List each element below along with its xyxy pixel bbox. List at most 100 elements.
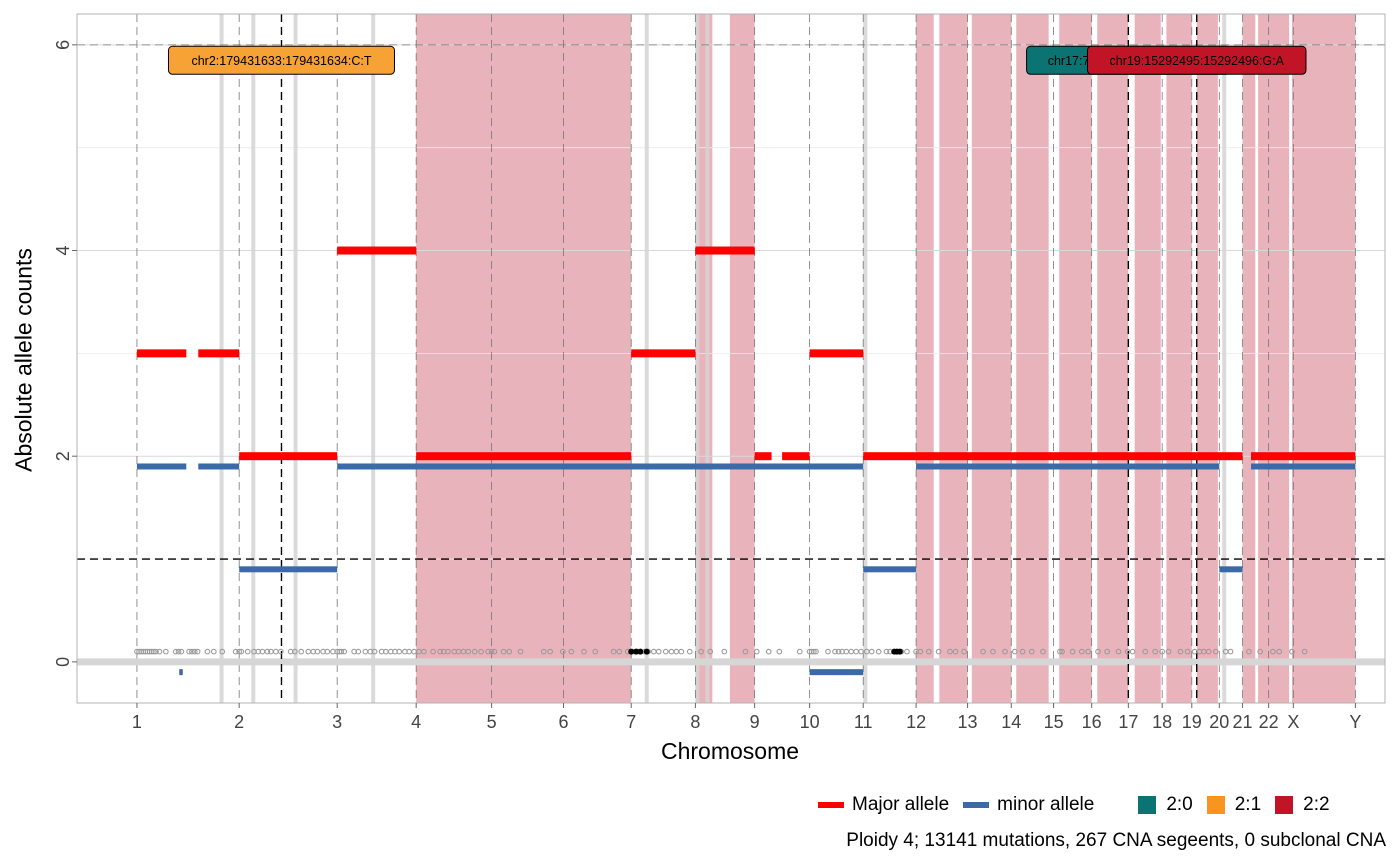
mutation-point — [1019, 648, 1026, 655]
x-tick-label-20: 20 — [1209, 712, 1229, 732]
x-tick-label-16: 16 — [1082, 712, 1102, 732]
mutation-point — [338, 648, 345, 655]
x-tick-label-11: 11 — [854, 712, 873, 732]
mutation-point — [961, 648, 967, 655]
driver-label-2: chr19:15292495:15292496:G:A — [1086, 45, 1307, 75]
mutation-point — [835, 648, 842, 655]
mutation-point — [1104, 648, 1111, 655]
mutation-point — [186, 648, 192, 655]
legend-swatch-minor — [963, 802, 990, 808]
legend-swatch-cn-2-1 — [1206, 796, 1225, 814]
mutation-point — [232, 648, 239, 655]
mutation-point — [853, 648, 860, 655]
x-tick-label-18: 18 — [1152, 712, 1172, 732]
mutation-point — [1085, 648, 1091, 655]
mutation-point — [1142, 648, 1149, 655]
legend-label-major: Major allele — [852, 794, 950, 815]
major-allele-segment-10 — [863, 452, 1243, 461]
mutation-point — [162, 648, 169, 655]
mutation-point — [517, 648, 524, 655]
x-tick-label-12: 12 — [906, 712, 926, 732]
mutation-point — [1040, 648, 1046, 655]
driver-point — [633, 648, 640, 655]
minor-allele-segment-9 — [179, 669, 183, 676]
mutation-point — [371, 648, 378, 655]
mutation-point — [298, 648, 305, 655]
mutation-point — [1205, 648, 1212, 655]
mutation-point — [1165, 648, 1172, 655]
mutation-point — [236, 648, 243, 655]
mutation-point — [1184, 648, 1191, 655]
mutation-point — [272, 648, 279, 655]
shaded-region-11 — [1196, 14, 1218, 703]
shaded-region-3 — [916, 14, 934, 703]
mutation-point — [668, 648, 675, 655]
shaded-region-10 — [1166, 14, 1192, 703]
mutation-point — [305, 648, 312, 655]
mutation-point — [883, 648, 890, 655]
x-tick-label-17: 17 — [1118, 712, 1138, 732]
mutation-point — [568, 648, 575, 655]
major-allele-segment-2 — [239, 452, 338, 461]
mutation-point — [219, 648, 226, 655]
legend-item-minor: minor allele — [963, 794, 1094, 816]
minor-allele-segment-5 — [916, 463, 1220, 470]
major-allele-segment-4 — [416, 452, 632, 461]
mutation-point — [1152, 648, 1158, 655]
x-tick-label-X: X — [1287, 712, 1299, 732]
allele-segments — [136, 246, 1356, 676]
x-axis-title: Chromosome — [660, 738, 800, 764]
major-allele-segment-11 — [1251, 452, 1356, 461]
mutation-point — [655, 648, 662, 655]
reference-lines — [77, 14, 1385, 703]
grey-band-2 — [293, 14, 298, 703]
grey-bands — [219, 14, 1227, 703]
mutation-point — [1227, 648, 1234, 655]
mutation-point — [471, 648, 478, 655]
driver-point — [643, 648, 650, 655]
driver-label-box — [167, 45, 395, 75]
mutation-point — [277, 648, 284, 655]
grey-band-5 — [695, 14, 700, 703]
mutation-point — [238, 648, 245, 655]
x-tick-label-5: 5 — [487, 712, 497, 732]
mutation-point — [324, 648, 331, 655]
shaded-region-8 — [1097, 14, 1129, 703]
mutation-point — [1095, 648, 1101, 655]
x-tick-label-10: 10 — [800, 712, 820, 732]
mutation-point — [765, 648, 772, 655]
mutation-point — [935, 648, 942, 655]
mutation-point — [491, 648, 498, 655]
mutation-point — [540, 648, 547, 655]
driver-point — [896, 648, 903, 655]
shaded-region-14 — [1291, 14, 1356, 703]
shaded-region-9 — [1134, 14, 1161, 703]
major-allele-segment-8 — [782, 452, 810, 461]
mutation-point — [485, 648, 491, 655]
driver-label-text: chr19:15292495:15292496:G:A — [1110, 54, 1285, 68]
mutation-point — [1276, 648, 1283, 655]
x-tick-label-15: 15 — [1044, 712, 1064, 732]
legend-swatch-cn-2-2 — [1275, 796, 1294, 814]
mutation-point — [500, 648, 507, 655]
mutation-point — [210, 648, 217, 655]
mutation-point — [686, 648, 693, 655]
mutation-point — [698, 648, 704, 655]
mutation-point — [478, 648, 484, 655]
mutation-point — [172, 648, 179, 655]
mutation-point — [191, 648, 198, 655]
mutation-point — [445, 648, 451, 655]
mutation-point — [465, 648, 472, 655]
mutation-point — [811, 648, 817, 655]
mutation-point — [616, 648, 623, 655]
legend-label-cn-2-1: 2:1 — [1234, 794, 1262, 815]
grey-band-0 — [219, 14, 224, 703]
mutation-point — [1028, 648, 1035, 655]
legend-label-minor: minor allele — [997, 794, 1095, 815]
mutation-point — [559, 648, 566, 655]
major-allele-segment-5 — [631, 349, 696, 358]
x-tick-label-Y: Y — [1349, 712, 1361, 732]
shaded-region-5 — [971, 14, 1012, 703]
